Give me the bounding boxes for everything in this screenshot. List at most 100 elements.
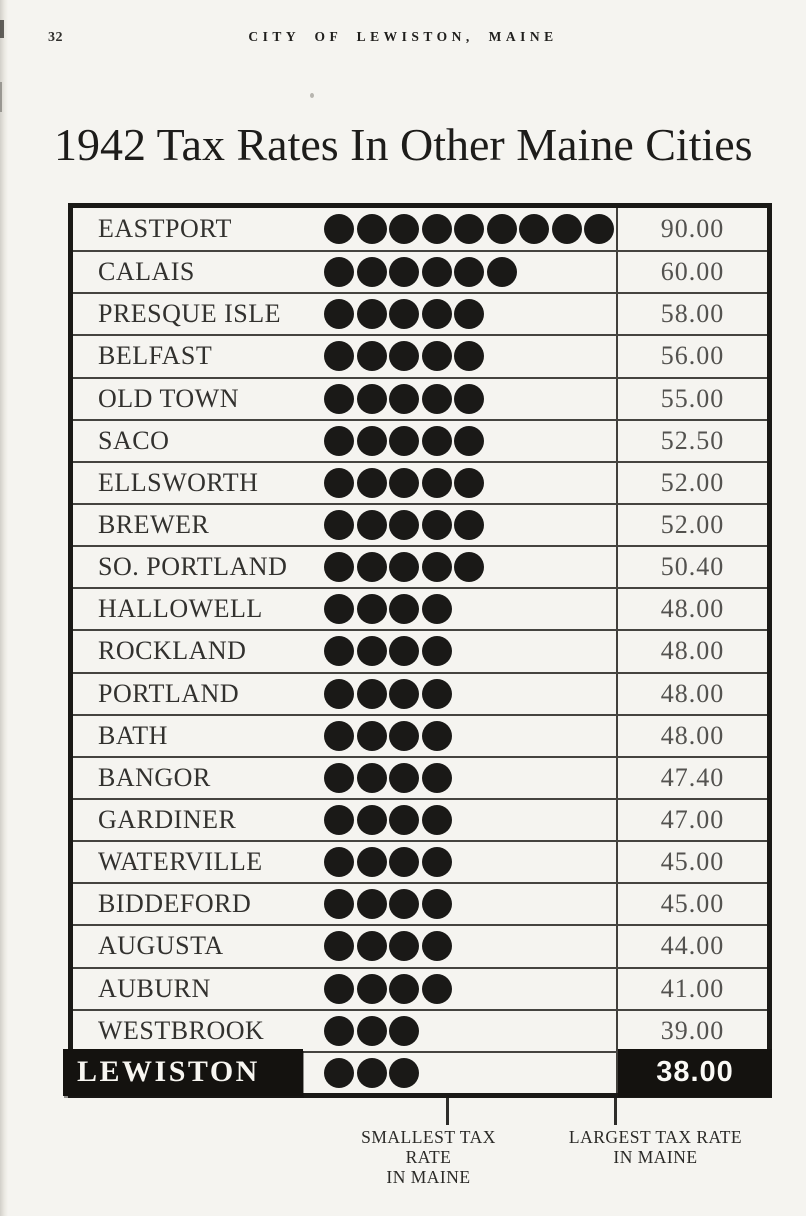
tax-rate-partial-dot-icon — [422, 1058, 446, 1088]
city-label: GARDINER — [98, 805, 237, 835]
tax-rate-dot-icon — [324, 299, 354, 330]
value-cell: 58.00 — [618, 294, 767, 334]
city-cell: AUGUSTA — [73, 926, 618, 967]
tax-rate-dot-icon — [421, 510, 452, 541]
city-label: BIDDEFORD — [98, 889, 252, 919]
city-cell: BANGOR — [73, 757, 618, 798]
tax-rate-dot-icon — [324, 383, 354, 414]
tax-rate-dot-icon — [356, 847, 387, 878]
tax-rate-partial-dot-icon — [454, 931, 466, 961]
tax-rate-value: 50.40 — [660, 552, 725, 582]
tax-rate-partial-dot-icon — [487, 426, 495, 456]
tax-rate-partial-dot-icon — [454, 721, 478, 751]
scan-artifact — [0, 82, 2, 112]
city-cell: ROCKLAND — [73, 631, 618, 672]
tax-rate-dot-icon — [389, 594, 419, 625]
tax-rate-dot-icon — [421, 931, 452, 962]
tax-rate-value: 45.00 — [660, 889, 725, 919]
city-cell: PORTLAND — [73, 673, 618, 714]
tax-rate-dot-icon — [356, 1057, 387, 1088]
tax-rate-partial-dot-icon — [454, 974, 459, 1004]
table-row: SACO 52.50 — [73, 418, 767, 461]
tax-rate-value: 58.00 — [660, 299, 725, 329]
tax-rate-value: 47.00 — [660, 805, 725, 835]
city-cell: ELLSWORTH — [73, 462, 618, 503]
tax-rate-dot-icon — [389, 973, 419, 1004]
tax-rate-dots — [324, 299, 511, 330]
tax-rate-dot-icon — [421, 257, 452, 288]
tax-rate-dots — [324, 805, 475, 836]
tax-rate-dot-icon — [324, 805, 354, 836]
table-row: PRESQUE ISLE 58.00 — [73, 292, 767, 335]
tax-rate-dot-icon — [356, 678, 387, 709]
tax-rate-dot-icon — [454, 214, 484, 245]
callout-largest-tax-rate: LARGEST TAX RATE IN MAINE — [563, 1127, 748, 1167]
tax-rate-dot-icon — [389, 805, 419, 836]
tax-rate-dot-icon — [551, 214, 582, 245]
tax-rate-dot-icon — [454, 510, 484, 541]
tax-rate-dot-icon — [324, 973, 354, 1004]
tax-rate-dot-icon — [421, 467, 452, 498]
value-cell: 56.00 — [618, 336, 767, 376]
table-row: OLD TOWN 55.00 — [73, 376, 767, 419]
tax-rate-dots — [324, 425, 495, 456]
tax-rate-partial-dot-icon — [454, 847, 469, 877]
tax-rate-dot-icon — [356, 931, 387, 962]
tax-rate-dot-icon — [356, 1015, 387, 1046]
page-number: 32 — [48, 30, 63, 45]
tax-rate-dot-icon — [356, 594, 387, 625]
table-row: BATH 48.00 — [73, 713, 767, 756]
city-label: EASTPORT — [98, 214, 232, 244]
tax-rate-dot-icon — [324, 425, 354, 456]
tax-rate-partial-dot-icon — [454, 636, 478, 666]
tax-rate-dot-icon — [454, 425, 484, 456]
table-row: HALLOWELL 48.00 — [73, 587, 767, 630]
highlight-tax-rate-value: 38.00 — [656, 1056, 734, 1089]
table-row: EASTPORT 90.00 — [73, 208, 767, 251]
tax-rate-dot-icon — [389, 1015, 419, 1046]
table-row: AUGUSTA 44.00 — [73, 924, 767, 967]
tax-rate-dot-icon — [421, 425, 452, 456]
value-cell: 52.00 — [618, 463, 767, 503]
city-label: WATERVILLE — [98, 847, 263, 877]
city-cell: CALAIS — [73, 252, 618, 293]
tax-rate-value: 45.00 — [660, 847, 725, 877]
city-cell: EASTPORT — [73, 208, 618, 251]
tax-rate-dot-icon — [324, 678, 354, 709]
value-cell: 47.00 — [618, 800, 767, 840]
tax-rate-dots — [324, 257, 519, 288]
tax-rate-dot-icon — [389, 762, 419, 793]
city-cell: GARDINER — [73, 799, 618, 841]
running-header: CITY OF LEWISTON, MAINE — [248, 29, 558, 44]
city-label: BREWER — [98, 510, 210, 540]
callout-text-line: IN MAINE — [386, 1167, 471, 1187]
value-cell: 60.00 — [618, 252, 767, 292]
tax-rate-dot-icon — [389, 383, 419, 414]
tax-rate-dots — [324, 1057, 446, 1088]
table-row: WESTBROOK 39.00 — [73, 1008, 767, 1051]
tax-rate-dots — [324, 678, 478, 709]
tax-rate-dot-icon — [356, 341, 387, 372]
tax-rate-dot-icon — [421, 299, 452, 330]
scan-artifact — [0, 20, 4, 38]
value-cell: 45.00 — [618, 842, 767, 882]
tax-rate-dot-icon — [356, 889, 387, 920]
value-cell: 50.40 — [618, 547, 767, 587]
tax-rate-partial-dot-icon — [454, 889, 469, 919]
tax-rate-dot-icon — [421, 214, 452, 245]
city-cell: SO. PORTLAND — [73, 547, 618, 588]
tax-rate-dot-icon — [389, 889, 419, 920]
tax-rate-value: 48.00 — [660, 636, 725, 666]
city-label: WESTBROOK — [98, 1015, 265, 1045]
lewiston-highlight-banner: LEWISTON — [63, 1048, 303, 1096]
tax-rate-dot-icon — [389, 847, 419, 878]
tax-rate-dot-icon — [389, 510, 419, 541]
value-cell: 47.40 — [618, 758, 767, 798]
tax-rate-dot-icon — [324, 847, 354, 878]
tax-rate-partial-dot-icon — [487, 341, 505, 371]
tax-rate-dot-icon — [421, 383, 452, 414]
city-cell: BIDDEFORD — [73, 884, 618, 925]
tax-rate-value: 55.00 — [660, 383, 725, 413]
table-row: PORTLAND 48.00 — [73, 671, 767, 714]
tax-rate-dot-icon — [324, 931, 354, 962]
